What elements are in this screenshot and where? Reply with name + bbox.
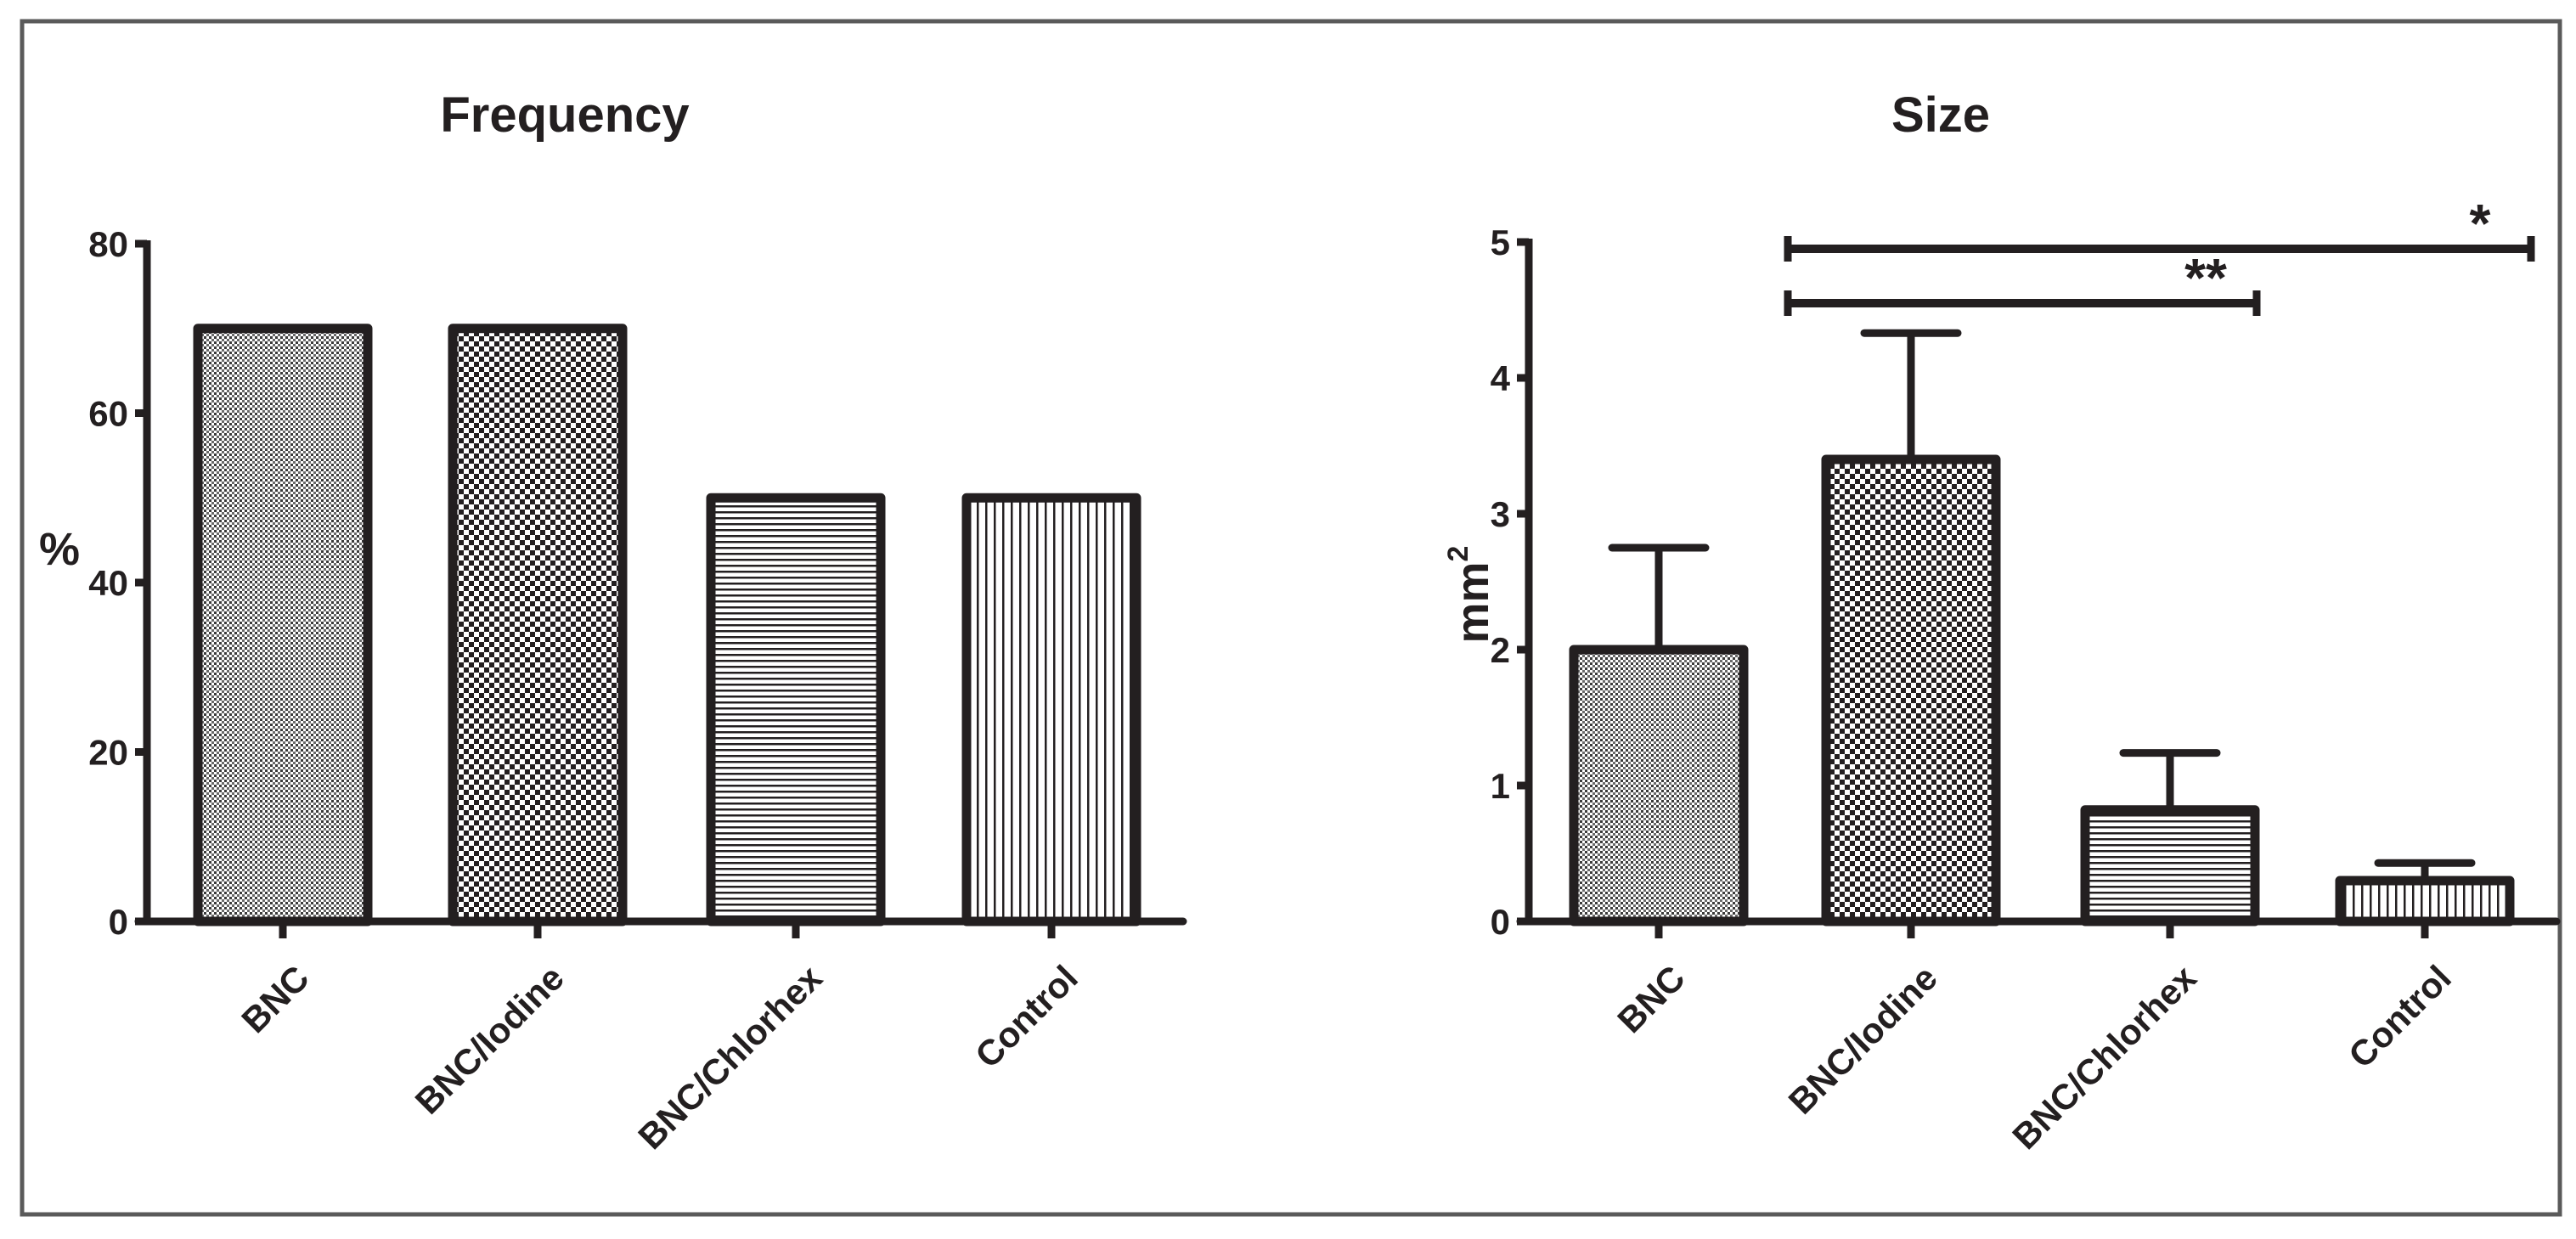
size-y-tick-label: 1: [1491, 766, 1510, 806]
size-x-ticks: BNC BNC/Iodine BNC/Chlorhex Control: [1609, 957, 2459, 1157]
frequency-y-tick-label: 0: [109, 902, 128, 942]
frequency-y-tick-label: 20: [88, 733, 128, 773]
frequency-x-tick-label: BNC: [234, 958, 317, 1041]
size-y-axis-label: mm2: [1442, 546, 1498, 644]
frequency-bar: [448, 324, 628, 926]
size-bar: [2080, 805, 2260, 926]
frequency-bar: [706, 493, 886, 926]
frequency-bar: [193, 324, 373, 926]
frequency-chart-title: Frequency: [440, 87, 689, 143]
frequency-y-tick-label: 80: [88, 224, 128, 264]
frequency-y-ticks: 0 20 40 60 80: [88, 224, 128, 942]
frequency-y-axis-label: %: [39, 524, 80, 575]
size-bar: [1569, 645, 1749, 926]
size-x-tick-label: BNC/Chlorhex: [2004, 957, 2204, 1157]
frequency-y-tick-label: 40: [88, 563, 128, 603]
size-y-axis-label-superscript: 2: [1442, 546, 1474, 562]
frequency-x-tick-label: Control: [967, 958, 1085, 1076]
frequency-x-tick-label: BNC/Iodine: [408, 958, 572, 1122]
frequency-bar: [961, 493, 1141, 926]
size-x-tick-label: Control: [2341, 958, 2459, 1076]
frequency-plot-area: [134, 239, 1187, 938]
size-plot-area: [1516, 236, 2561, 938]
size-x-tick-label: BNC: [1609, 958, 1693, 1041]
size-y-tick-label: 2: [1491, 630, 1510, 670]
size-bar: [2335, 876, 2515, 926]
size-y-tick-label: 0: [1491, 902, 1510, 942]
significance-label: *: [2470, 193, 2491, 254]
frequency-x-tick-label: BNC/Chlorhex: [630, 957, 830, 1157]
size-chart: Size mm2 0 1 2 3 4 5 BNC BNC/Iodine BNC/…: [1442, 87, 2561, 1157]
frequency-chart: Frequency % 0 20 40 60 80 BNC BNC/Iodine…: [39, 87, 1187, 1157]
size-y-ticks: 0 1 2 3 4 5: [1491, 222, 1511, 942]
significance-brackets: * **: [2184, 193, 2490, 308]
significance-label: **: [2184, 247, 2227, 308]
frequency-x-ticks: BNC BNC/Iodine BNC/Chlorhex Control: [234, 957, 1085, 1157]
size-y-tick-label: 4: [1491, 358, 1511, 398]
figure-frame: [20, 19, 2562, 1217]
size-chart-title: Size: [1891, 87, 1990, 143]
size-y-tick-label: 5: [1491, 222, 1510, 262]
size-x-tick-label: BNC/Iodine: [1781, 958, 1945, 1122]
size-bar: [1821, 454, 2001, 926]
frequency-y-tick-label: 60: [88, 394, 128, 434]
size-y-tick-label: 3: [1491, 494, 1510, 534]
size-y-axis-label-base: mm: [1447, 561, 1498, 643]
